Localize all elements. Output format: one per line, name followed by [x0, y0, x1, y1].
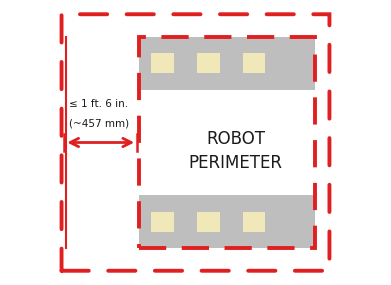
Text: (~457 mm): (~457 mm)	[69, 119, 129, 129]
FancyBboxPatch shape	[61, 14, 330, 271]
Bar	[151, 211, 174, 232]
Bar	[197, 211, 220, 232]
Bar	[138, 37, 315, 248]
Text: ROBOT
PERIMETER: ROBOT PERIMETER	[189, 130, 283, 172]
Bar	[242, 53, 265, 74]
Bar	[151, 53, 174, 74]
Bar	[197, 53, 220, 74]
Text: ≤ 1 ft. 6 in.: ≤ 1 ft. 6 in.	[69, 99, 128, 109]
Bar	[138, 90, 315, 195]
Bar	[242, 211, 265, 232]
